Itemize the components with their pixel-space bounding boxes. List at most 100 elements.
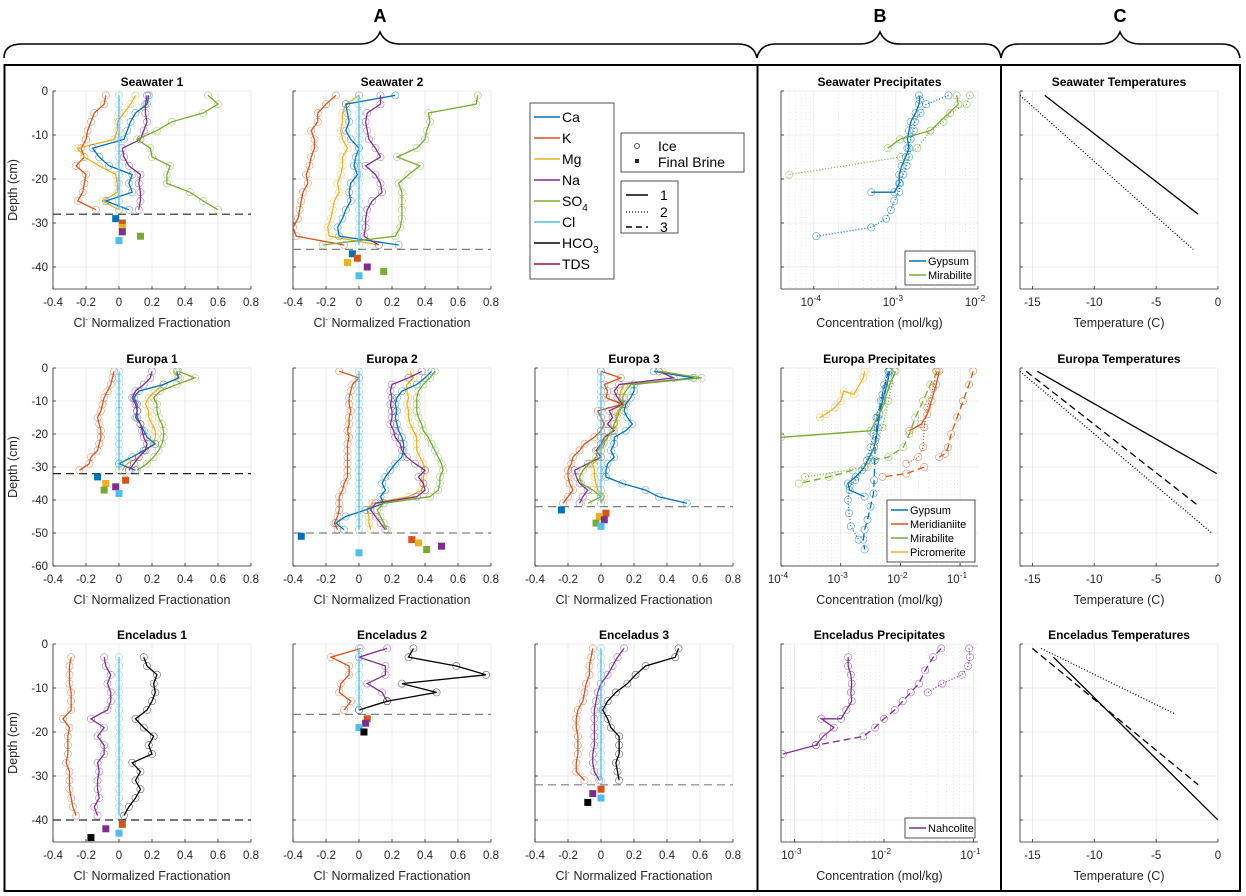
ice-point-mg bbox=[335, 188, 344, 197]
ice-point-cl bbox=[597, 387, 605, 395]
ice-point-k bbox=[68, 802, 77, 811]
ice-point-ca bbox=[331, 519, 340, 527]
ice-point-k bbox=[96, 426, 105, 435]
ice-point-ca bbox=[124, 205, 133, 214]
ice-point-cl bbox=[355, 170, 363, 179]
ice-point-ca bbox=[626, 393, 635, 402]
y-tick-label: 0 bbox=[42, 86, 48, 98]
ice-point-ca bbox=[378, 479, 386, 488]
ice-point-na bbox=[583, 459, 592, 468]
ice-point-cl bbox=[355, 400, 363, 409]
ice-point-k bbox=[78, 188, 87, 197]
ice-point-na bbox=[364, 135, 373, 144]
x-tick-label: -0.2 bbox=[316, 574, 336, 586]
ice-point-hco3 bbox=[598, 706, 607, 714]
ice-point-hco3 bbox=[149, 679, 158, 688]
marker-legend: Ice Final Brine bbox=[620, 132, 745, 173]
ice-point-k bbox=[564, 492, 572, 501]
y-tick-label: -50 bbox=[31, 528, 48, 540]
ice-point-k bbox=[580, 776, 589, 785]
ice-point-hco3 bbox=[615, 750, 624, 758]
ice-point-cl bbox=[355, 453, 363, 461]
ice-point-cl bbox=[115, 776, 123, 785]
precip-point-mirabilite bbox=[926, 126, 935, 135]
ice-point-cl bbox=[355, 697, 363, 706]
precip-legend: Gypsum Meridianiite Mirabilite Picromerite bbox=[886, 499, 976, 563]
brace-b bbox=[756, 29, 1002, 59]
precip-point-gypsum bbox=[869, 489, 878, 498]
ice-point-na bbox=[592, 697, 600, 706]
series-line-mg bbox=[76, 95, 137, 211]
species-legend-box bbox=[529, 102, 615, 280]
ice-point-ca bbox=[393, 420, 401, 428]
x-tick-label: 0.8 bbox=[725, 850, 741, 862]
ice-point-hco3 bbox=[136, 767, 145, 776]
ice-point-na bbox=[376, 179, 385, 188]
ice-point-k bbox=[313, 117, 322, 126]
brine-point-k bbox=[118, 219, 126, 227]
ice-point-hco3 bbox=[151, 688, 160, 697]
ice-point-cl bbox=[355, 446, 363, 455]
ice-point-na bbox=[575, 499, 584, 508]
ice-point-k bbox=[65, 662, 74, 670]
ice-point-ca bbox=[391, 91, 400, 100]
precip-point-mirabilite bbox=[884, 397, 893, 405]
ice-point-k bbox=[96, 406, 105, 415]
brine-point-na bbox=[589, 790, 597, 798]
precip-point-nahcolite bbox=[817, 714, 826, 723]
brine-point-na bbox=[600, 516, 608, 524]
plot-area bbox=[535, 368, 733, 530]
x-tick-label: -15 bbox=[1024, 297, 1041, 309]
precip-point-mirabilite bbox=[911, 413, 920, 422]
ice-point-cl bbox=[115, 750, 123, 758]
x-tick-label: 0.4 bbox=[659, 850, 676, 862]
ice-point-k bbox=[343, 459, 352, 468]
ice-point-k bbox=[93, 413, 102, 422]
series-line-so4 bbox=[376, 370, 444, 530]
ice-point-k bbox=[294, 214, 302, 223]
subplot-title: Europa Temperatures bbox=[1057, 352, 1180, 366]
x-tick-label: -0.4 bbox=[283, 574, 303, 586]
ice-point-ca bbox=[641, 486, 650, 494]
x-tick-label: -15 bbox=[1024, 574, 1041, 586]
ice-point-cl bbox=[355, 380, 363, 389]
x-axis-label: Concentration (mol/kg) bbox=[816, 316, 942, 330]
x-tick-label: -0.4 bbox=[283, 850, 303, 862]
ice-point-mg bbox=[338, 109, 347, 117]
brine-point-cl bbox=[115, 829, 123, 837]
ice-point-mg bbox=[113, 117, 122, 126]
x-axis-label-rest: Normalized Fractionation bbox=[328, 593, 470, 607]
superscript: - bbox=[325, 868, 328, 877]
ice-point-cl bbox=[355, 109, 363, 117]
precip-legend: Nahcolite bbox=[904, 817, 976, 839]
ice-point-cl bbox=[355, 653, 363, 662]
ice-point-cl bbox=[355, 205, 363, 214]
ice-point-cl bbox=[355, 459, 363, 468]
marker-legend-box bbox=[620, 132, 745, 173]
ice-point-so4 bbox=[426, 117, 434, 126]
ice-point-cl bbox=[355, 670, 363, 679]
ice-point-k bbox=[569, 453, 577, 461]
ice-point-cl bbox=[355, 241, 363, 249]
ice-point-na bbox=[613, 393, 622, 402]
ice-point-mg bbox=[151, 433, 160, 442]
brine-point-k bbox=[363, 715, 371, 723]
precip-point-nahcolite bbox=[847, 697, 856, 706]
x-axis-label: Cl- Normalized Fractionation bbox=[314, 315, 471, 330]
ice-point-k bbox=[63, 741, 72, 750]
precip-point-gypsum bbox=[870, 456, 879, 465]
ice-point-na bbox=[620, 644, 628, 653]
ice-point-so4 bbox=[156, 387, 165, 395]
x-tick-label: 0 bbox=[116, 850, 122, 862]
precip-point-nahcolite bbox=[965, 644, 973, 653]
ice-point-cl bbox=[355, 135, 363, 144]
ice-point-so4 bbox=[383, 525, 391, 534]
precip-point-mirabilite bbox=[962, 100, 971, 109]
ice-point-so4 bbox=[394, 179, 403, 188]
series-line-k bbox=[562, 370, 625, 504]
precip-point-mirabilite bbox=[939, 117, 948, 126]
ice-point-na bbox=[590, 723, 599, 732]
ice-point-hco3 bbox=[603, 697, 612, 706]
ice-point-na bbox=[381, 670, 390, 679]
